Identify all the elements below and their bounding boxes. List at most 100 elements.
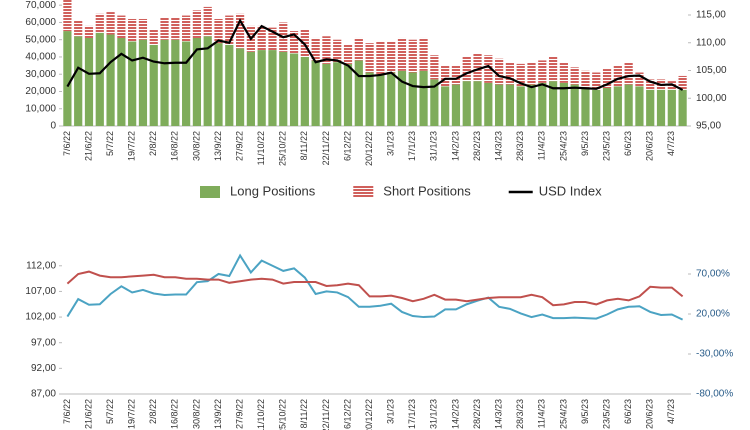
legend-swatch <box>200 186 220 198</box>
x-tick-label: 2/8/22 <box>148 131 158 156</box>
x-tick-label: 28/3/23 <box>515 399 525 429</box>
bar <box>225 15 234 45</box>
y-tick-label: 112,00 <box>26 260 56 271</box>
x-tick-label: 14/3/23 <box>493 131 503 161</box>
bar <box>95 13 104 33</box>
bar <box>419 70 428 126</box>
y2-tick-label: 110,00 <box>696 37 726 48</box>
line <box>66 270 684 307</box>
bar <box>592 89 601 126</box>
bar <box>387 72 396 126</box>
bar <box>613 86 622 126</box>
bar <box>333 62 342 126</box>
y-tick-label: 97,00 <box>31 337 56 348</box>
bar <box>387 41 396 73</box>
x-tick-label: 11/4/23 <box>537 399 547 428</box>
x-tick-label: 8/11/22 <box>299 131 309 160</box>
x-tick-label: 28/2/23 <box>472 399 482 429</box>
x-tick-label: 20/6/23 <box>645 131 655 161</box>
bar <box>451 84 461 126</box>
bar <box>322 36 331 64</box>
y2-tick-label: 115,00 <box>696 10 726 21</box>
bar <box>138 39 148 126</box>
bar <box>203 6 212 37</box>
bar <box>624 62 633 85</box>
bar <box>527 62 536 85</box>
x-tick-label: 23/5/23 <box>601 131 611 161</box>
x-tick-label: 31/1/23 <box>429 131 439 161</box>
y-tick-label: 60,000 <box>25 17 56 28</box>
x-tick-label: 5/7/22 <box>105 399 115 424</box>
bar <box>538 60 547 83</box>
bar <box>548 81 558 126</box>
bar <box>581 70 590 89</box>
x-tick-label: 28/2/23 <box>472 131 482 161</box>
x-tick-label: 9/5/23 <box>580 399 590 424</box>
x-tick-label: 5/7/22 <box>105 131 115 156</box>
bar <box>225 44 234 127</box>
bar <box>182 15 191 42</box>
y2-tick-label: 105,00 <box>696 65 727 76</box>
bar <box>365 72 374 126</box>
x-tick-label: 3/1/23 <box>386 131 396 156</box>
y-tick-label: 92,00 <box>31 363 56 374</box>
x-tick-label: 11/10/22 <box>256 131 266 165</box>
bar <box>160 17 169 40</box>
bar <box>462 81 471 126</box>
x-tick-label: 4/7/23 <box>666 399 676 424</box>
x-tick-label: 11/10/22 <box>256 399 266 430</box>
bar <box>559 82 568 126</box>
bar <box>279 51 288 126</box>
y2-tick-label: -30,00% <box>696 349 733 360</box>
x-tick-label: 19/7/22 <box>127 131 137 161</box>
x-tick-label: 27/9/22 <box>234 399 244 429</box>
bar <box>376 74 385 126</box>
bar <box>203 36 212 126</box>
bar <box>430 55 439 80</box>
bar <box>289 31 299 54</box>
legend-label: USD Index <box>539 183 602 198</box>
bar <box>235 48 245 126</box>
bar <box>667 89 676 126</box>
bar <box>138 18 148 40</box>
y-tick-label: 10,000 <box>25 103 56 114</box>
bar <box>235 13 245 49</box>
bar <box>419 37 428 71</box>
x-tick-label: 11/4/23 <box>537 131 547 160</box>
x-tick-label: 2/8/22 <box>148 399 158 424</box>
x-tick-label: 9/5/23 <box>580 131 590 156</box>
x-tick-label: 22/11/22 <box>321 399 331 430</box>
bar <box>505 62 515 85</box>
x-tick-label: 14/2/23 <box>450 399 460 429</box>
bar <box>214 43 223 127</box>
y-tick-label: 107,00 <box>25 286 56 297</box>
y-tick-label: 70,000 <box>25 0 56 11</box>
bar <box>354 37 363 61</box>
x-tick-label: 6/12/22 <box>342 131 352 161</box>
x-tick-label: 30/8/22 <box>191 131 201 161</box>
x-tick-label: 17/1/23 <box>407 131 417 161</box>
x-tick-label: 7/6/22 <box>62 399 72 424</box>
legend: Long Positions Short Positions USD Index <box>200 183 602 198</box>
bar <box>354 60 363 126</box>
bar <box>246 51 255 126</box>
y-tick-label: 40,000 <box>25 52 56 63</box>
bar <box>128 41 137 127</box>
bar <box>516 86 525 126</box>
x-tick-label: 21/6/22 <box>83 399 93 429</box>
bar <box>408 72 417 126</box>
x-tick-label: 17/1/23 <box>407 399 417 429</box>
bar <box>63 0 72 32</box>
x-tick-label: 16/8/22 <box>170 399 180 429</box>
x-tick-label: 6/6/23 <box>623 399 633 424</box>
y-tick-label: 30,000 <box>25 69 56 80</box>
x-tick-label: 13/9/22 <box>213 399 223 429</box>
bar <box>95 32 104 126</box>
y2-tick-label: -80,00% <box>696 389 733 400</box>
y-tick-label: 0 <box>50 121 56 132</box>
bar <box>160 39 169 126</box>
bar <box>333 39 342 63</box>
bar <box>311 37 320 61</box>
bar <box>365 43 374 73</box>
bar <box>268 50 277 126</box>
